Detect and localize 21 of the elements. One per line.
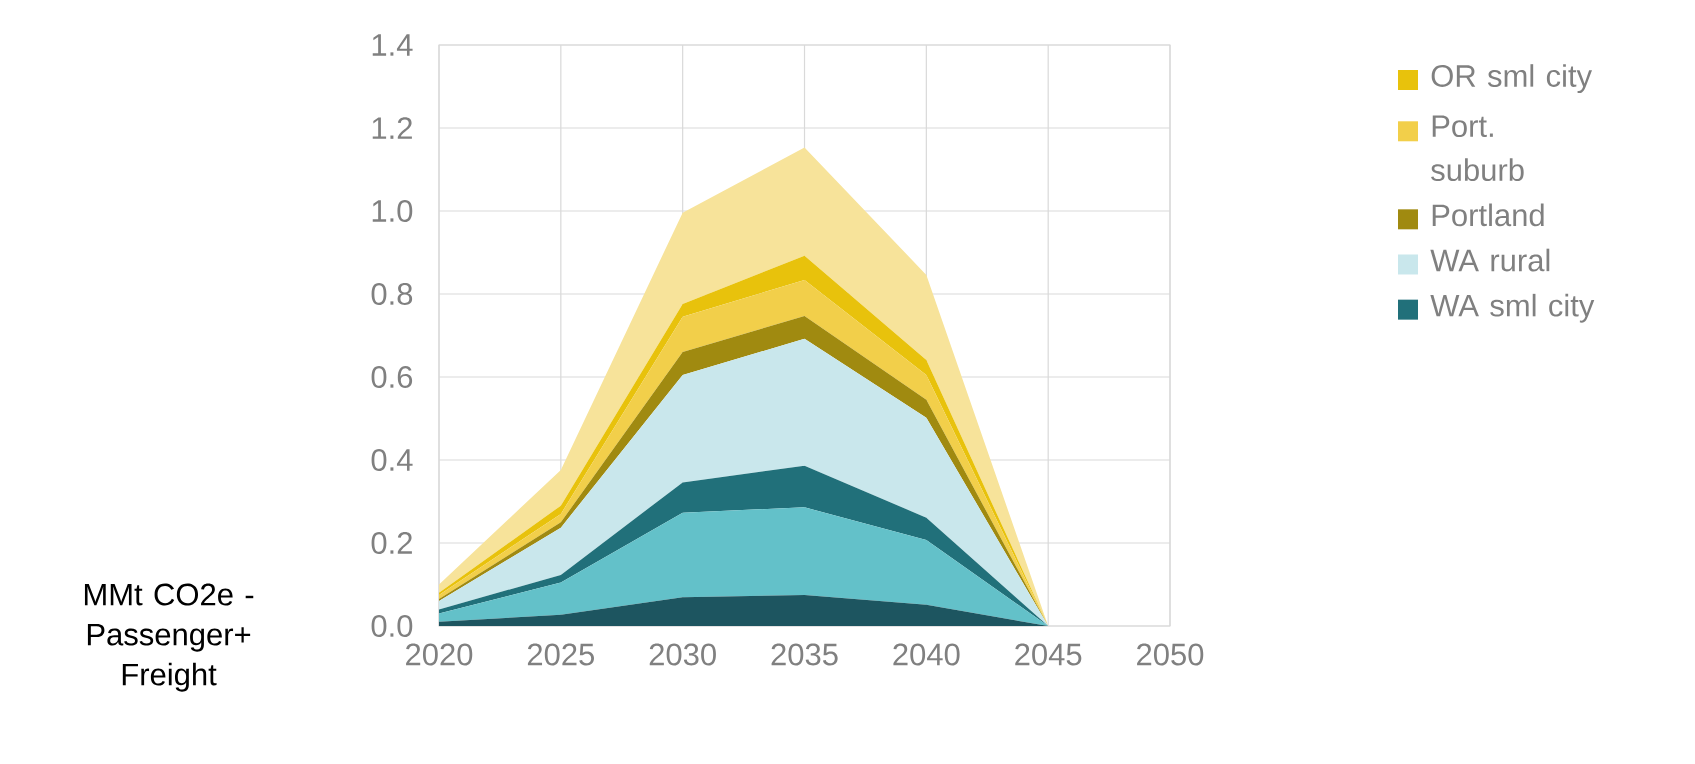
y-tick-label: 1.2 bbox=[372, 117, 412, 139]
x-tick-label: 2025 bbox=[527, 643, 594, 666]
y-tick-label: 1.0 bbox=[372, 200, 413, 222]
legend-label: OR sml city bbox=[1431, 64, 1593, 94]
x-tick-label: 2050 bbox=[1137, 643, 1204, 666]
x-tick-label: 2030 bbox=[649, 643, 716, 666]
y-tick-label: 0.0 bbox=[371, 615, 413, 637]
legend-label: WA sml city bbox=[1430, 293, 1595, 323]
y-tick-label: 0.4 bbox=[371, 449, 413, 471]
legend-label: Port. suburb bbox=[1431, 115, 1524, 182]
y-axis-title: MMt CO2e - Passenger+ Freight bbox=[84, 583, 254, 692]
y-tick-label: 0.2 bbox=[371, 532, 412, 554]
legend-label: WA rural bbox=[1430, 248, 1550, 272]
legend-label: Portland bbox=[1432, 203, 1544, 227]
x-tick-label: 2035 bbox=[771, 643, 838, 666]
x-tick-label: 2040 bbox=[893, 643, 960, 666]
x-tick-label: 2045 bbox=[1015, 643, 1082, 666]
y-tick-label: 1.4 bbox=[372, 34, 413, 56]
x-tick-label: 2020 bbox=[406, 643, 473, 666]
y-tick-label: 0.6 bbox=[371, 366, 413, 388]
y-tick-label: 0.8 bbox=[371, 283, 413, 305]
